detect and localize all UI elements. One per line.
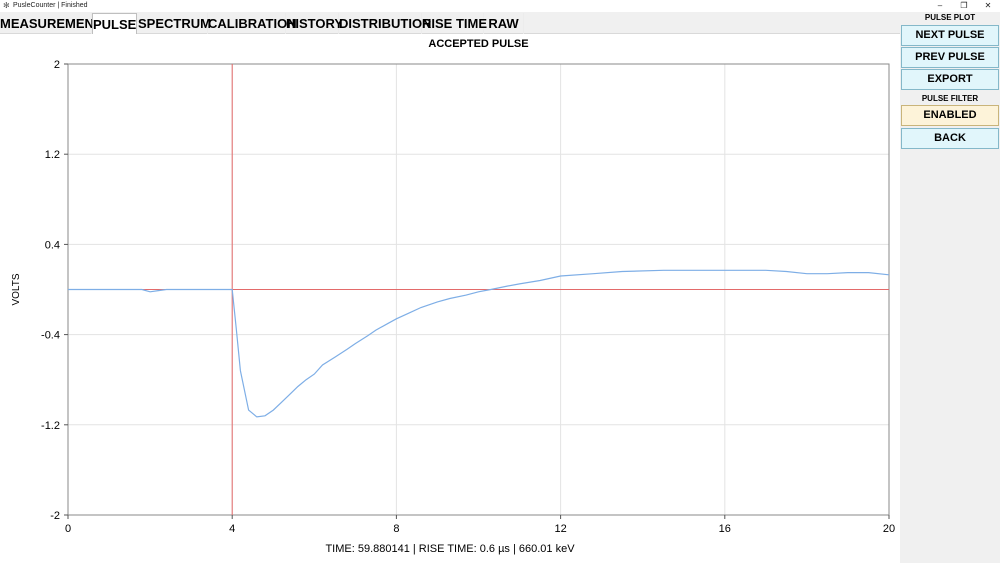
export-button[interactable]: EXPORT (901, 69, 999, 90)
pulse-filter-toggle[interactable]: ENABLED (901, 105, 999, 126)
tab-raw[interactable]: RAW (484, 13, 524, 34)
close-button[interactable]: ✕ (984, 1, 992, 10)
pulse-filter-heading: PULSE FILTER (921, 94, 979, 103)
title-bar: ✻ PusleCounter | Finished – ❐ ✕ (0, 0, 1000, 12)
tab-spectrum[interactable]: SPECTRUM (138, 13, 211, 34)
tab-calibration[interactable]: CALIBRATION (208, 13, 297, 34)
tab-bar: MEASUREMENT PULSE SPECTRUM CALIBRATION H… (0, 12, 900, 34)
y-tick-label: 0.4 (45, 239, 60, 251)
y-tick-label: -0.4 (41, 330, 60, 342)
x-tick-label: 16 (719, 523, 731, 535)
back-button[interactable]: BACK (901, 128, 999, 149)
tab-distribution[interactable]: DISTRIBUTION (339, 13, 431, 34)
pulse-chart: ACCEPTED PULSE 0 4 8 12 16 20 2 1.2 0.4 -0.4 -1.2 -2… (11, 38, 895, 535)
tab-measurement[interactable]: MEASUREMENT (0, 13, 102, 34)
y-tick-label: -2 (50, 510, 60, 522)
window-title: PusleCounter | Finished (13, 2, 88, 9)
y-tick-label: 1.2 (45, 149, 60, 161)
x-tick-label: 8 (393, 523, 399, 535)
y-tick-label: -1.2 (41, 420, 60, 432)
y-tick-label: 2 (54, 59, 60, 71)
app-icon: ✻ (3, 1, 10, 10)
pulse-series-line (68, 269, 890, 418)
pulse-status-line: TIME: 59.880141 | RISE TIME: 0.6 µs | 66… (325, 543, 575, 555)
chart-title: ACCEPTED PULSE (428, 38, 528, 50)
next-pulse-button[interactable]: NEXT PULSE (901, 25, 999, 46)
minimize-button[interactable]: – (937, 1, 943, 10)
tab-pulse[interactable]: PULSE (92, 13, 137, 34)
tab-rise-time[interactable]: RISE TIME (422, 13, 487, 34)
y-axis-label: VOLTS (11, 273, 22, 305)
x-tick-label: 20 (883, 523, 895, 535)
pulse-plot-area: ACCEPTED PULSE 0 4 8 12 16 20 2 1.2 0.4 -0.4 -1.2 -2… (0, 35, 900, 563)
control-panel: PULSE PLOT NEXT PULSE PREV PULSE EXPORT … (900, 12, 1000, 563)
pulse-plot-heading: PULSE PLOT (924, 13, 976, 22)
tab-history[interactable]: HISTORY (286, 13, 343, 34)
x-tick-label: 12 (554, 523, 566, 535)
x-tick-label: 4 (229, 523, 235, 535)
x-tick-label: 0 (65, 523, 71, 535)
prev-pulse-button[interactable]: PREV PULSE (901, 47, 999, 68)
maximize-button[interactable]: ❐ (960, 1, 968, 10)
